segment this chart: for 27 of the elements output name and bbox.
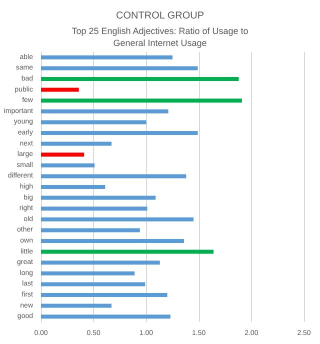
bar <box>41 98 242 103</box>
bar <box>41 196 156 200</box>
bar <box>41 109 168 114</box>
bar <box>41 228 140 232</box>
chart-subtitle: Top 25 English Adjectives: Ratio of Usage to General Internet Usage <box>72 26 248 48</box>
bar <box>41 250 214 254</box>
bar <box>41 77 239 81</box>
bar <box>41 304 112 308</box>
bar <box>41 174 186 178</box>
bar <box>41 163 95 168</box>
bar <box>41 206 148 211</box>
bar <box>41 271 135 276</box>
chart-title: CONTROL GROUP <box>116 10 204 22</box>
bar <box>41 185 106 189</box>
bar <box>41 293 168 297</box>
bar <box>41 260 160 265</box>
bar <box>41 217 194 222</box>
bar <box>41 239 184 243</box>
bar <box>41 120 146 124</box>
bar <box>41 314 170 319</box>
bar <box>41 66 198 70</box>
bar <box>41 142 112 146</box>
bar <box>41 55 172 60</box>
bar <box>41 282 146 286</box>
bar <box>41 88 79 92</box>
bar <box>41 152 84 157</box>
bar <box>41 131 198 135</box>
